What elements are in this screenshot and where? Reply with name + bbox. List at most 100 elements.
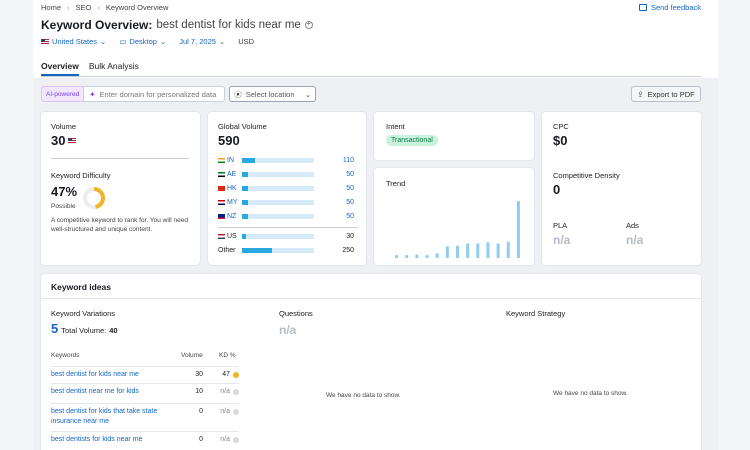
chevron-down-icon: ⌄	[218, 37, 226, 46]
kd-dot-icon	[233, 371, 239, 378]
export-label: Export to PDF	[647, 89, 695, 99]
country-row[interactable]: MY 50	[218, 198, 358, 207]
country-row[interactable]: HK 50	[218, 184, 358, 193]
kd-dot-icon	[233, 408, 239, 415]
breadcrumb: Home › SEO › Keyword Overview	[41, 3, 168, 12]
device-selector[interactable]: ▭ Desktop ⌄	[119, 37, 166, 46]
filters-bar: United States ⌄ ▭ Desktop ⌄ Jul 7, 2025 …	[41, 37, 254, 46]
trend-bar[interactable]	[456, 245, 459, 258]
date-selector[interactable]: Jul 7, 2025 ⌄	[179, 37, 225, 46]
table-row: best dentist for kids near me 30 47	[51, 366, 239, 383]
volume-share-fill	[242, 248, 273, 253]
keyword-volume: 0	[199, 436, 203, 443]
ads-label: Ads	[626, 221, 639, 230]
volume-value: 30	[51, 133, 66, 148]
variations-summary: 5 Total Volume: 40	[51, 321, 118, 336]
device-value: Desktop	[129, 37, 157, 46]
volume-share-bar	[242, 234, 314, 239]
trend-bar[interactable]	[405, 255, 409, 258]
keyword-link[interactable]: best dentist near me for kids	[51, 388, 139, 395]
country-flag-icon	[218, 171, 225, 177]
volume-share-bar	[242, 200, 314, 205]
toolbar: AI-powered ✦ Enter domain for personaliz…	[41, 86, 317, 102]
sparkle-icon: ✦	[89, 89, 96, 99]
send-feedback-link[interactable]: Send feedback	[638, 3, 701, 12]
global-volume-rows: IN 110 AE 50 HK 50 MY 50 NZ 50 US 30 Other 250	[218, 156, 358, 256]
intent-card: Intent Transactional	[374, 112, 534, 160]
breadcrumb-seo[interactable]: SEO	[75, 3, 92, 12]
cpc-card: CPC $0 Competitive Density 0 PLA n/a Ads…	[542, 112, 701, 265]
trend-label: Trend	[386, 179, 406, 188]
country-value: United States	[52, 37, 98, 46]
desktop-icon: ▭	[119, 37, 127, 46]
trend-bar[interactable]	[466, 243, 470, 259]
tab-overview[interactable]: Overview	[41, 61, 79, 76]
trend-bar[interactable]	[476, 243, 480, 259]
keyword-link[interactable]: best dentist for kids near me	[51, 371, 139, 378]
trend-bar[interactable]	[425, 255, 429, 258]
divider	[41, 298, 701, 299]
ads-value: n/a	[626, 233, 644, 247]
trend-bar[interactable]	[415, 254, 419, 258]
us-flag-icon	[41, 39, 49, 44]
country-selector[interactable]: United States ⌄	[41, 37, 106, 46]
country-code-text: NZ	[227, 213, 237, 220]
add-keyword-icon[interactable]: +	[304, 21, 313, 29]
keyword-volume: 10	[195, 388, 203, 395]
intent-label: Intent	[386, 122, 405, 131]
country-row[interactable]: Other 250	[218, 246, 358, 255]
intent-badge: Transactional	[386, 135, 438, 146]
volume-share-bar	[242, 186, 314, 191]
export-pdf-button[interactable]: ⇪ Export to PDF	[631, 86, 701, 102]
trend-bar[interactable]	[445, 246, 449, 258]
feedback-icon	[638, 4, 647, 11]
location-select[interactable]: ⦿ Select location ⌄	[229, 86, 317, 102]
strategy-empty: We have no data to show.	[553, 390, 628, 397]
variations-label: Keyword Variations	[51, 309, 116, 318]
trend-bar[interactable]	[435, 253, 439, 258]
volume-card: Volume 30 Keyword Difficulty 47% Possibl…	[41, 112, 200, 265]
cpc-value: $0	[553, 133, 568, 148]
country-row[interactable]: AE 50	[218, 170, 358, 179]
currency-selector[interactable]: USD	[238, 37, 254, 46]
country-code: HK	[218, 185, 238, 192]
difficulty-level: Possible	[51, 203, 76, 210]
volume-share-bar	[242, 172, 314, 177]
keyword-volume: 30	[195, 371, 203, 378]
volume-share-fill	[242, 214, 248, 219]
trend-bar[interactable]	[486, 242, 490, 258]
country-code-text: HK	[227, 185, 237, 192]
total-volume-value: 40	[109, 326, 118, 335]
country-row[interactable]: IN 110	[218, 156, 358, 165]
global-volume-value: 590	[218, 133, 240, 148]
pla-label: PLA	[553, 221, 568, 230]
chevron-down-icon: ⌄	[100, 37, 107, 46]
volume-share-bar	[242, 214, 314, 219]
right-rail	[718, 0, 750, 450]
volume-share-fill	[242, 158, 255, 163]
volume-share-fill	[242, 200, 248, 205]
header-area	[33, 0, 718, 78]
trend-bar[interactable]	[516, 201, 520, 258]
variations-count[interactable]: 5	[51, 321, 59, 336]
col-kd: KD %	[219, 352, 236, 359]
difficulty-note: A competitive keyword to rank for. You w…	[51, 217, 188, 233]
country-volume: 30	[346, 233, 354, 240]
domain-input[interactable]: ✦ Enter domain for personalized data	[84, 86, 226, 102]
keyword-link[interactable]: best dentist for kids that take state in…	[51, 408, 158, 425]
country-row[interactable]: NZ 50	[218, 212, 358, 221]
chevron-down-icon: ⌄	[304, 89, 312, 99]
country-row[interactable]: US 30	[218, 232, 358, 241]
country-volume: 50	[346, 213, 354, 220]
divider	[218, 227, 358, 228]
global-volume-label: Global Volume	[218, 122, 267, 131]
trend-bar[interactable]	[506, 241, 510, 258]
breadcrumb-home[interactable]: Home	[41, 3, 62, 12]
volume-label: Volume	[51, 122, 77, 131]
trend-bar[interactable]	[395, 255, 399, 258]
tab-divider	[41, 76, 701, 77]
trend-bar[interactable]	[496, 243, 500, 259]
keyword-link[interactable]: best dentists for kids near me	[51, 436, 143, 443]
tab-bulk-analysis[interactable]: Bulk Analysis	[88, 61, 139, 71]
